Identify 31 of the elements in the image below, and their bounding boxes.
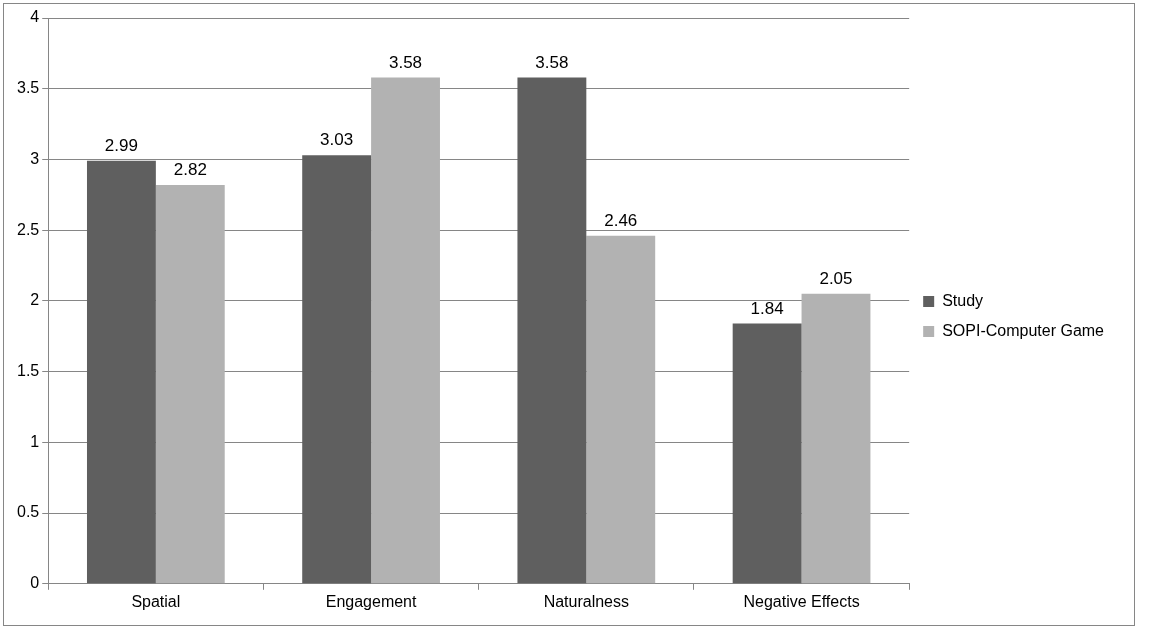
- x-tick-label: Engagement: [325, 592, 418, 610]
- y-tick-label: 1.5: [16, 362, 40, 380]
- x-tick-label: Spatial: [131, 592, 181, 610]
- bar: [371, 77, 440, 584]
- bar: [801, 293, 871, 584]
- y-tick-label: 2: [30, 291, 40, 309]
- y-tick-label: 0: [30, 574, 40, 592]
- y-tick-label: 3: [30, 149, 40, 167]
- x-tick-label: Naturalness: [543, 592, 630, 610]
- legend-label: SOPI-Computer Game: [942, 321, 1105, 339]
- data-label: 2.99: [104, 136, 138, 156]
- data-label: 2.05: [819, 269, 853, 289]
- bar: [732, 323, 802, 584]
- y-tick-label: 3.5: [16, 79, 40, 97]
- legend-label: Study: [942, 291, 984, 309]
- x-tick-label: Negative Effects: [743, 592, 860, 610]
- data-label: 3.58: [535, 52, 569, 72]
- bar: [155, 184, 225, 584]
- data-label: 2.46: [604, 211, 638, 231]
- y-tick-label: 1: [30, 432, 40, 450]
- data-label: 1.84: [750, 298, 784, 318]
- data-label: 2.82: [173, 160, 207, 180]
- bar: [586, 235, 656, 584]
- bar: [517, 77, 587, 584]
- bar: [86, 160, 156, 584]
- y-tick-label: 0.5: [16, 503, 40, 521]
- bar: [302, 155, 372, 584]
- y-tick-label: 4: [30, 8, 40, 26]
- data-label: 3.03: [320, 130, 354, 150]
- data-label: 3.58: [388, 52, 423, 72]
- y-tick-label: 2.5: [16, 220, 40, 238]
